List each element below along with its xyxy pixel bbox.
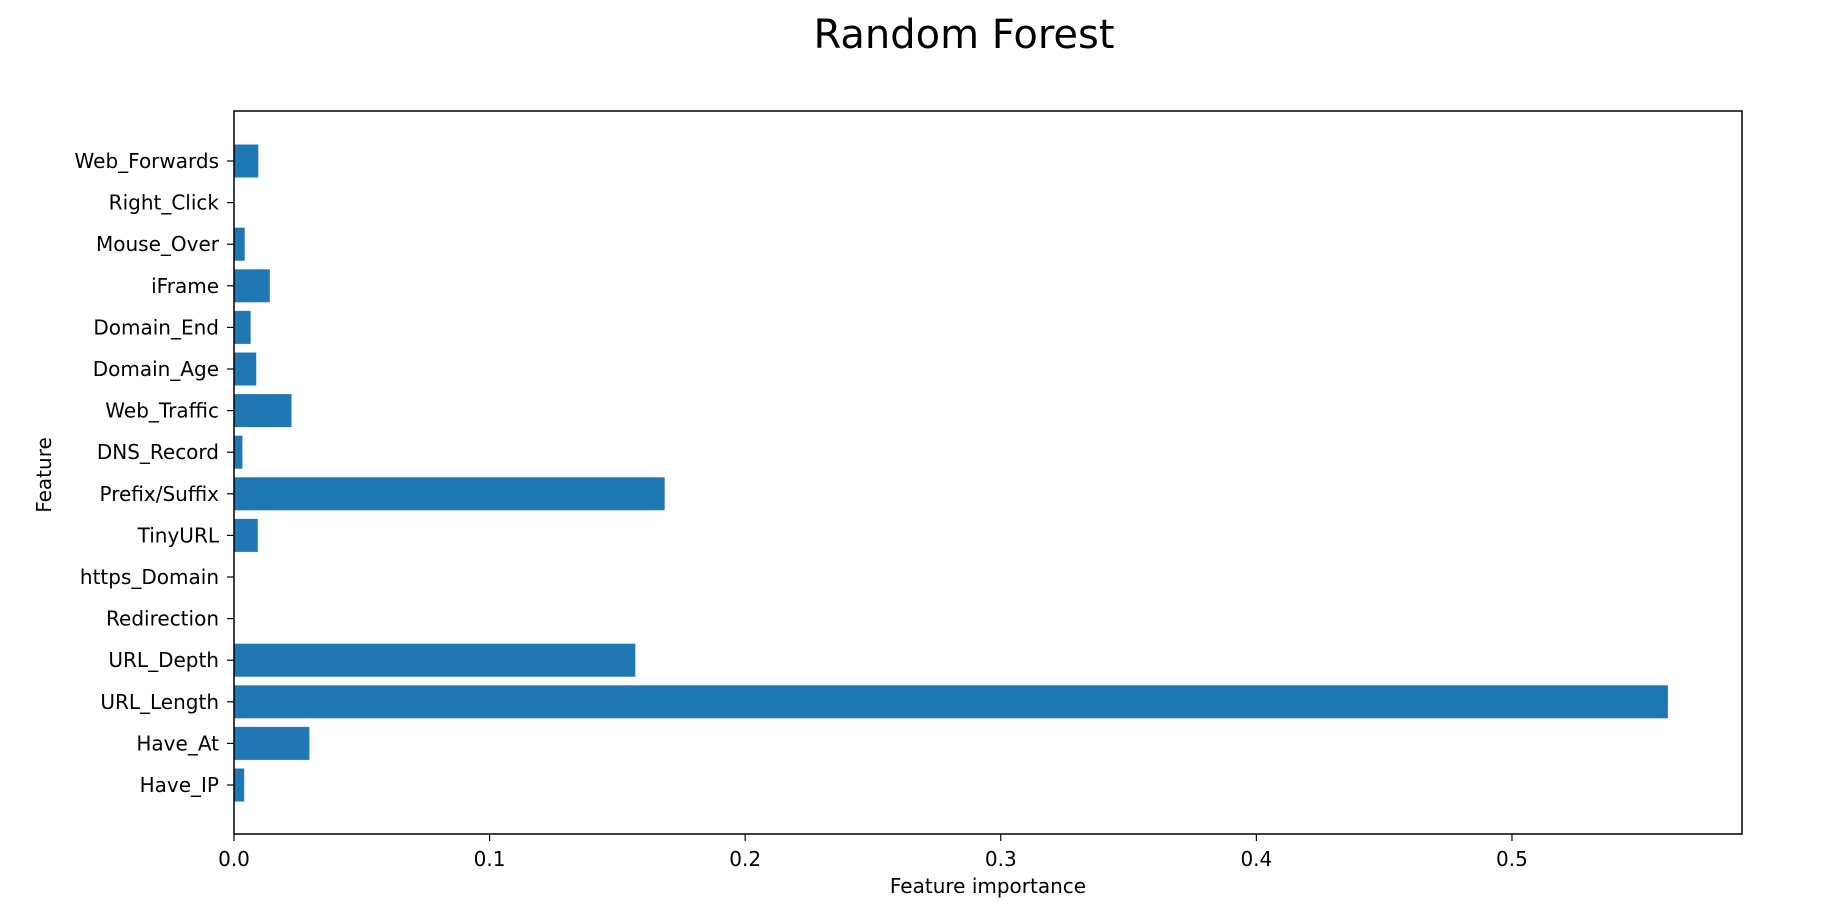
bar-web-traffic bbox=[234, 394, 292, 428]
x-tick-label: 0.0 bbox=[218, 847, 250, 871]
y-tick-label: Web_Forwards bbox=[75, 149, 219, 173]
y-tick-label: Right_Click bbox=[109, 191, 220, 215]
bar-mouse-over bbox=[234, 227, 245, 261]
x-axis-ticks: 0.0 0.1 0.2 0.3 0.4 0.5 bbox=[218, 834, 1528, 871]
y-tick-label: TinyURL bbox=[137, 523, 220, 547]
bar-domain-age bbox=[234, 352, 257, 386]
y-tick-label: Web_Traffic bbox=[105, 399, 219, 423]
y-axis-ticks: Have_IP Have_At URL_Length URL_Depth Redirec… bbox=[75, 149, 234, 797]
y-tick-label: Domain_Age bbox=[93, 357, 219, 381]
bar-web-forwards bbox=[234, 144, 259, 178]
y-tick-label: Mouse_Over bbox=[96, 232, 220, 256]
bar-have-at bbox=[234, 726, 310, 760]
y-tick-label: URL_Length bbox=[100, 690, 219, 714]
bar-domain-end bbox=[234, 310, 251, 344]
y-tick-label: iFrame bbox=[151, 274, 219, 298]
bar-tinyurl bbox=[234, 518, 258, 552]
bar-prefix-suffix bbox=[234, 477, 665, 511]
y-tick-label: https_Domain bbox=[80, 565, 219, 589]
chart-title: Random Forest bbox=[813, 12, 1114, 58]
y-tick-label: Redirection bbox=[106, 607, 219, 631]
x-tick-label: 0.1 bbox=[474, 847, 506, 871]
x-tick-label: 0.5 bbox=[1496, 847, 1528, 871]
bar-url-length bbox=[234, 685, 1668, 719]
y-tick-label: URL_Depth bbox=[108, 648, 219, 672]
x-axis-label: Feature importance bbox=[890, 874, 1086, 898]
x-tick-label: 0.3 bbox=[985, 847, 1017, 871]
y-axis-label: Feature bbox=[32, 437, 56, 513]
y-tick-label: DNS_Record bbox=[97, 440, 219, 464]
y-tick-label: Domain_End bbox=[93, 315, 219, 339]
y-tick-label: Have_At bbox=[136, 731, 219, 755]
bar-have-ip bbox=[234, 768, 245, 802]
x-tick-label: 0.4 bbox=[1240, 847, 1272, 871]
bars-layer bbox=[234, 144, 1668, 802]
y-tick-label: Have_IP bbox=[140, 773, 219, 797]
bar-iframe bbox=[234, 269, 270, 303]
plot-frame bbox=[233, 110, 1743, 835]
x-tick-label: 0.2 bbox=[729, 847, 761, 871]
bar-url-depth bbox=[234, 643, 636, 677]
bar-dns-record bbox=[234, 435, 243, 469]
y-tick-label: Prefix/Suffix bbox=[99, 482, 219, 506]
